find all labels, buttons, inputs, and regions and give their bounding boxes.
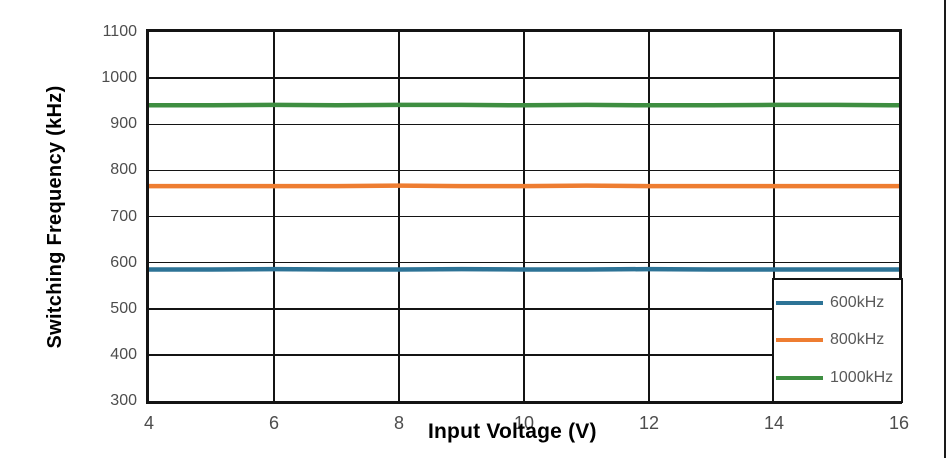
v-gridline: [523, 32, 525, 401]
y-tick-label: 700: [110, 207, 137, 225]
x-tick-label: 16: [888, 413, 910, 433]
y-axis-title: Switching Frequency (kHz): [44, 85, 66, 349]
legend-label-600khz: 600kHz: [830, 293, 885, 311]
v-gridline: [773, 32, 775, 401]
y-tick-label: 900: [110, 115, 137, 133]
y-tick-label: 400: [110, 345, 137, 363]
legend-label-1000khz: 1000kHz: [830, 369, 894, 387]
x-axis-title: Input Voltage (V): [428, 420, 597, 443]
x-tick-label: 14: [763, 413, 785, 433]
v-gridline: [273, 32, 275, 401]
v-gridline: [398, 32, 400, 401]
legend-label-800khz: 800kHz: [830, 331, 885, 349]
x-tick-label: 6: [268, 413, 279, 433]
legend-swatch-1000khz: [776, 376, 823, 381]
x-tick-label: 8: [393, 413, 404, 433]
legend-item-1000khz: 1000kHz: [776, 369, 901, 387]
plot-area: [146, 29, 902, 404]
y-tick-label: 500: [110, 299, 137, 317]
y-tick-label: 800: [110, 161, 137, 179]
y-tick-label: 1000: [101, 69, 137, 87]
x-tick-label: 4: [143, 413, 154, 433]
series-lines: [149, 102, 899, 272]
legend-item-600khz: 600kHz: [776, 294, 901, 312]
legend-swatch-800khz: [776, 338, 823, 343]
legend-box: 600kHz 800kHz 1000kHz: [772, 278, 903, 403]
page-border-line: [944, 0, 946, 458]
y-tick-label: 300: [110, 392, 137, 409]
legend-swatch-600khz: [776, 300, 823, 305]
y-tick-label: 1100: [102, 23, 137, 40]
v-gridline: [648, 32, 650, 401]
legend-item-800khz: 800kHz: [776, 331, 901, 349]
x-tick-label: 12: [638, 413, 660, 433]
x-tick-label: 10: [513, 413, 535, 433]
y-tick-label: 600: [110, 253, 137, 271]
series-line-800khz: [149, 183, 899, 189]
